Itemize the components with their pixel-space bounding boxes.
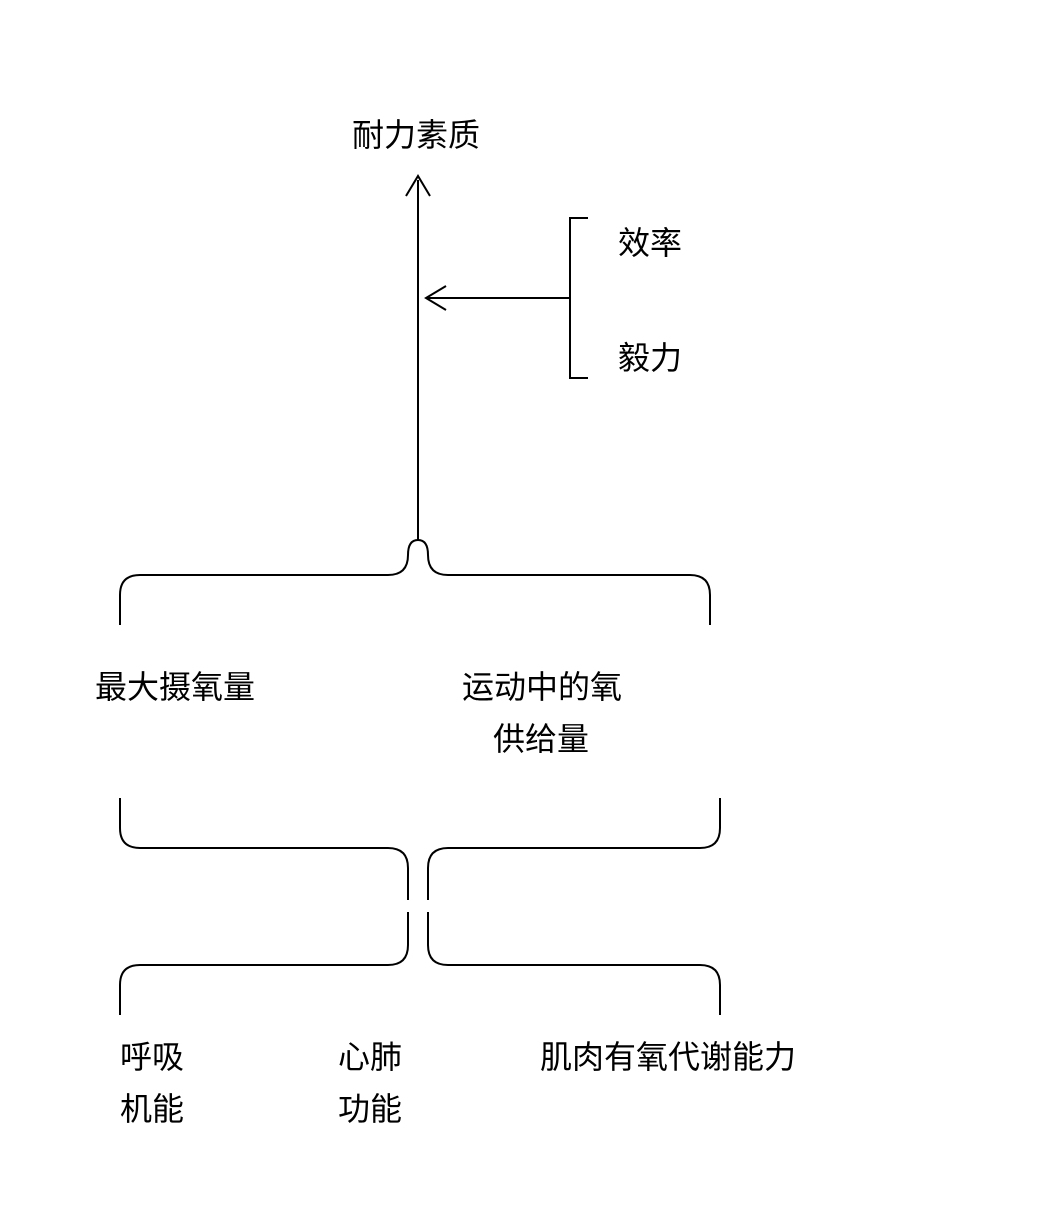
node-side-willpower: 毅力 [618,333,682,379]
node-mid-vo2max: 最大摄氧量 [95,662,255,708]
side-brace [560,218,588,378]
brace-level-2-bottom [120,912,720,1015]
endurance-diagram: 耐力素质 效率 毅力 最大摄氧量 运动中的氧 供给量 呼吸 机能 心肺 功能 肌… [0,0,1044,1209]
node-leaf-aerobic: 肌肉有氧代谢能力 [540,1032,796,1078]
node-leaf-respiratory-line2: 机能 [120,1084,184,1130]
diagram-svg [0,0,1044,1209]
node-mid-oxygen-line2: 供给量 [493,714,589,760]
node-leaf-cardio-line2: 功能 [338,1084,402,1130]
node-side-efficiency: 效率 [618,218,682,264]
node-leaf-respiratory-line1: 呼吸 [120,1032,184,1078]
node-root: 耐力素质 [352,110,480,156]
brace-level-1 [120,540,710,625]
node-mid-oxygen-line1: 运动中的氧 [462,662,622,708]
node-leaf-cardio-line1: 心肺 [338,1032,402,1078]
brace-level-2-top [120,798,720,900]
